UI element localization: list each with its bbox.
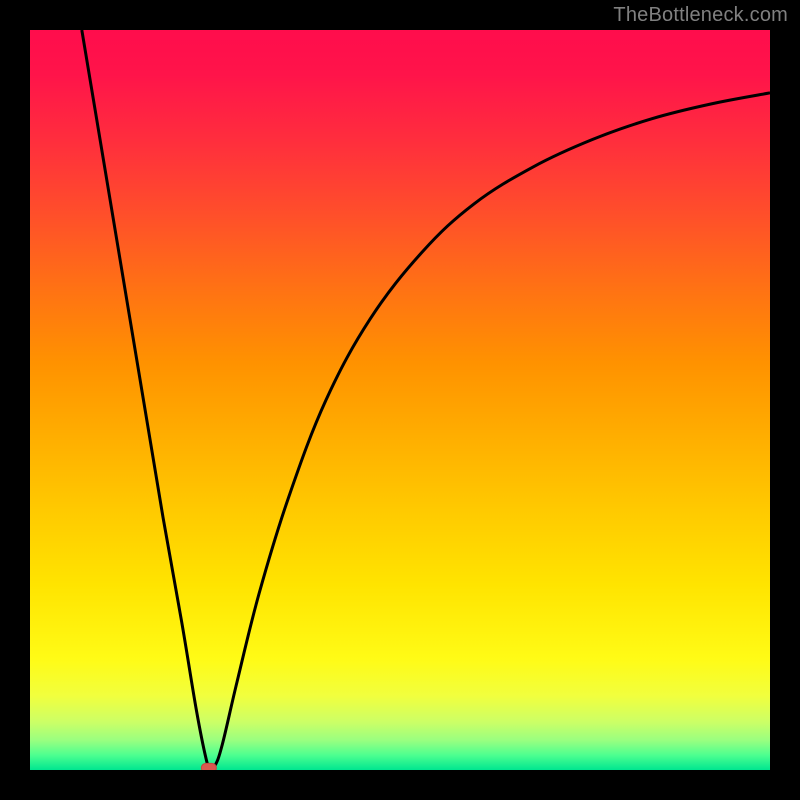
- curve-path: [82, 30, 770, 768]
- watermark-text: TheBottleneck.com: [613, 4, 788, 27]
- optimal-point-marker: [201, 763, 217, 770]
- bottleneck-curve: [30, 30, 770, 770]
- plot-area: [30, 30, 770, 770]
- chart-canvas: TheBottleneck.com: [0, 0, 800, 800]
